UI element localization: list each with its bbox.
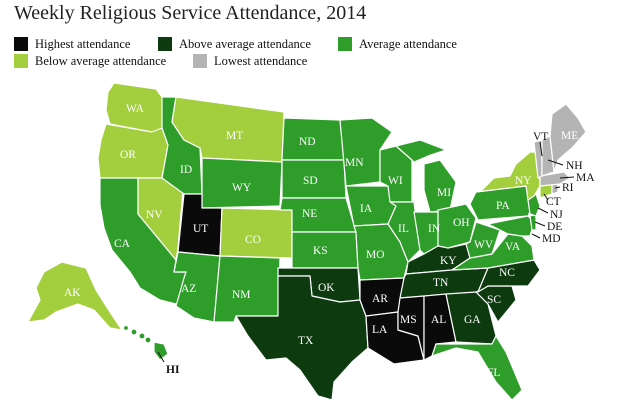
label-TN: TN xyxy=(433,277,449,289)
legend-swatch xyxy=(338,37,352,51)
state-NE[interactable] xyxy=(279,197,357,233)
label-DE: DE xyxy=(547,221,562,233)
label-NY: NY xyxy=(515,175,532,187)
label-MA: MA xyxy=(576,172,595,184)
label-OK: OK xyxy=(318,282,335,294)
label-MI: MI xyxy=(437,187,451,199)
state-WY[interactable] xyxy=(201,157,283,209)
label-MO: MO xyxy=(366,249,385,261)
label-MN: MN xyxy=(345,157,364,169)
state-CO[interactable] xyxy=(219,207,293,259)
state-HI[interactable] xyxy=(122,324,169,361)
label-LA: LA xyxy=(372,324,388,336)
label-MS: MS xyxy=(400,314,417,326)
label-MT: MT xyxy=(226,130,243,142)
legend-label: Average attendance xyxy=(359,36,457,51)
label-NJ: NJ xyxy=(550,209,563,221)
label-AZ: AZ xyxy=(181,283,196,295)
label-WY: WY xyxy=(232,182,252,194)
label-IN: IN xyxy=(428,223,441,235)
legend-swatch xyxy=(158,37,172,51)
label-NE: NE xyxy=(302,208,317,220)
legend-lowest: Lowest attendance xyxy=(193,53,307,69)
state-AK[interactable] xyxy=(27,261,123,331)
state-labels: WA OR CA NV ID MT WY UT CO AZ NM ND SD N… xyxy=(64,103,595,379)
label-VA: VA xyxy=(505,241,521,253)
state-MA[interactable] xyxy=(539,171,571,187)
label-ND: ND xyxy=(299,136,316,148)
legend-swatch xyxy=(14,37,28,51)
legend-below: Below average attendance xyxy=(14,53,166,69)
state-MD[interactable] xyxy=(487,215,535,237)
label-AL: AL xyxy=(431,314,446,326)
label-HI: HI xyxy=(166,364,180,376)
label-NM: NM xyxy=(232,289,251,301)
state-VA[interactable] xyxy=(451,233,535,271)
label-PA: PA xyxy=(496,200,510,212)
state-RI[interactable] xyxy=(551,183,559,195)
legend-average: Average attendance xyxy=(338,36,457,52)
label-KS: KS xyxy=(313,245,328,257)
legend-swatch xyxy=(193,54,207,68)
state-IL[interactable] xyxy=(387,201,421,263)
state-ME[interactable] xyxy=(549,103,587,173)
label-AK: AK xyxy=(64,287,81,299)
label-IL: IL xyxy=(398,223,409,235)
label-OR: OR xyxy=(120,149,136,161)
state-WV[interactable] xyxy=(465,221,501,259)
label-TX: TX xyxy=(298,335,314,347)
label-NC: NC xyxy=(499,267,515,279)
label-ME: ME xyxy=(561,130,578,142)
leader-lines xyxy=(157,141,575,363)
label-CT: CT xyxy=(546,196,561,208)
label-RI: RI xyxy=(562,182,574,194)
label-SD: SD xyxy=(303,175,318,187)
legend-highest: Highest attendance xyxy=(14,36,130,52)
label-SC: SC xyxy=(487,294,501,306)
label-WI: WI xyxy=(388,175,403,187)
label-ID: ID xyxy=(180,164,192,176)
label-AR: AR xyxy=(372,293,388,305)
label-VT: VT xyxy=(533,131,548,143)
label-IA: IA xyxy=(360,203,373,215)
page-title: Weekly Religious Service Attendance, 201… xyxy=(14,2,367,24)
label-UT: UT xyxy=(193,223,208,235)
label-CA: CA xyxy=(114,238,131,250)
legend-label: Lowest attendance xyxy=(214,53,308,68)
label-OH: OH xyxy=(453,217,470,229)
legend-label: Highest attendance xyxy=(35,36,131,51)
legend-above: Above average attendance xyxy=(158,36,311,52)
state-TX[interactable] xyxy=(235,275,369,401)
label-FL: FL xyxy=(487,367,500,379)
label-MD: MD xyxy=(542,233,561,245)
label-WA: WA xyxy=(126,103,145,115)
legend-label: Below average attendance xyxy=(35,53,167,68)
label-NH: NH xyxy=(566,160,583,172)
label-WV: WV xyxy=(474,239,494,251)
legend-label: Above average attendance xyxy=(179,36,311,51)
label-NV: NV xyxy=(146,209,163,221)
label-KY: KY xyxy=(440,255,457,267)
legend-swatch xyxy=(14,54,28,68)
label-GA: GA xyxy=(464,314,481,326)
state-FL[interactable] xyxy=(431,335,523,401)
label-CO: CO xyxy=(245,234,261,246)
